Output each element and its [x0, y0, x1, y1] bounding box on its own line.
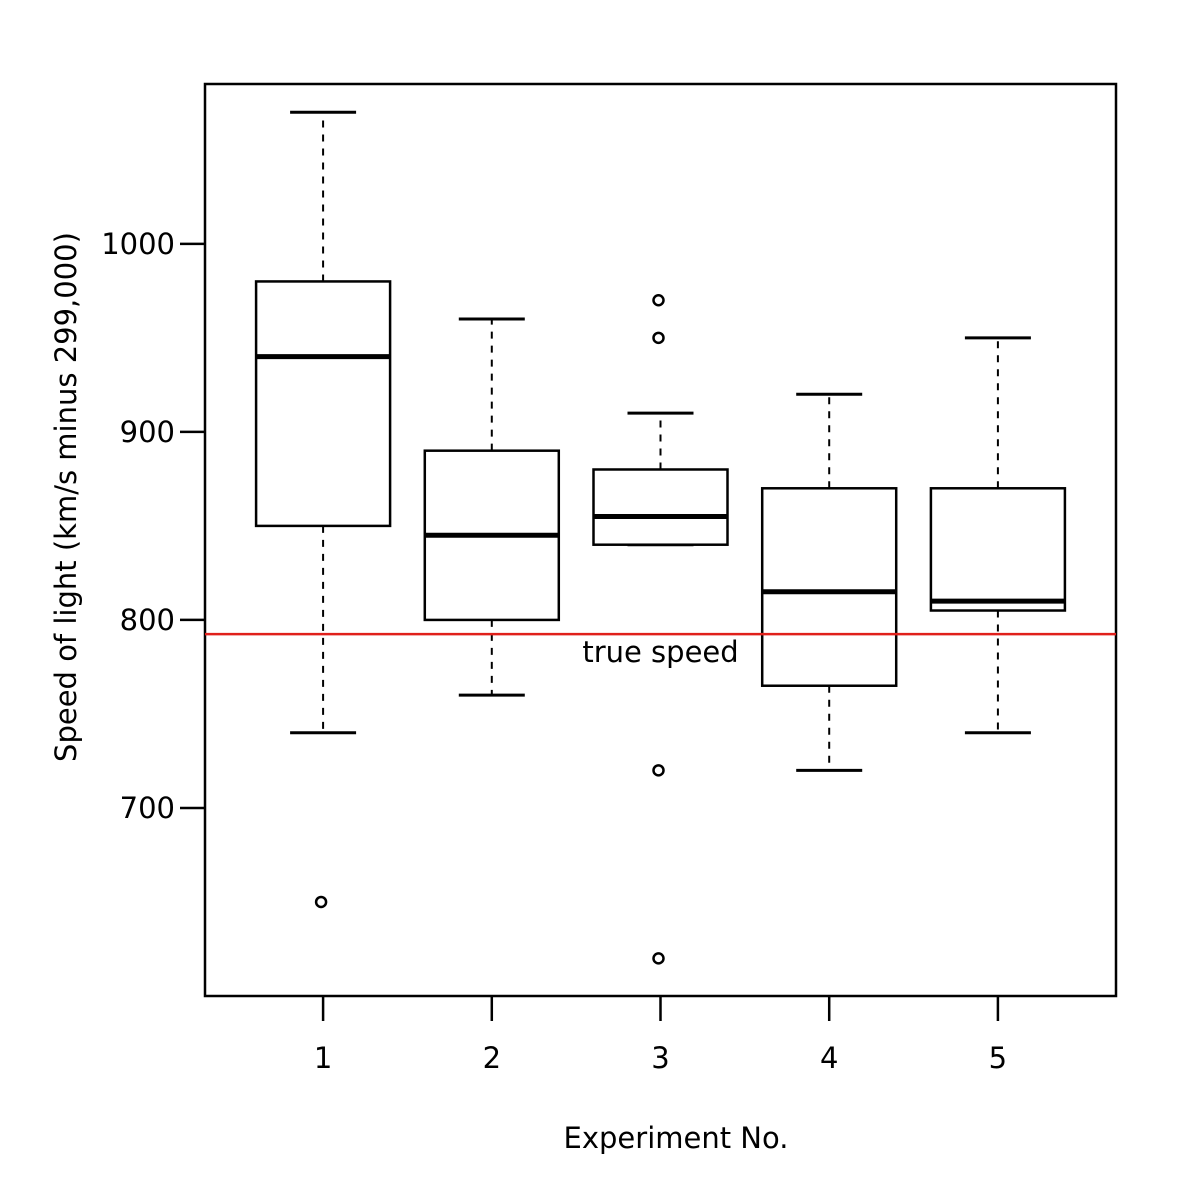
x-axis-title: Experiment No.	[564, 1121, 789, 1155]
x-tick-label: 2	[483, 1041, 501, 1075]
y-tick-label: 900	[120, 415, 175, 449]
outlier-point	[652, 331, 665, 345]
iqr-box	[929, 487, 1067, 612]
plot-layer: 700 800 900 1000 1 2 3 4 5 true speed	[101, 82, 1118, 1075]
x-tick-label: 5	[989, 1041, 1007, 1075]
true-speed-label: true speed	[582, 635, 738, 669]
x-tick-label: 3	[651, 1041, 669, 1075]
y-axis-title: Speed of light (km/s minus 299,000)	[49, 232, 83, 762]
iqr-box	[592, 468, 729, 546]
iqr-box	[760, 487, 898, 687]
y-tick-label: 800	[120, 603, 175, 637]
outlier-point	[314, 895, 328, 909]
outlier-point	[652, 293, 665, 307]
x-tick-label: 1	[314, 1041, 332, 1075]
outlier-point	[652, 764, 665, 777]
iqr-box	[254, 280, 392, 528]
y-tick-label: 1000	[101, 227, 175, 261]
x-tick-label: 4	[820, 1041, 838, 1075]
y-tick-label: 700	[120, 791, 175, 825]
outlier-point	[652, 952, 665, 965]
